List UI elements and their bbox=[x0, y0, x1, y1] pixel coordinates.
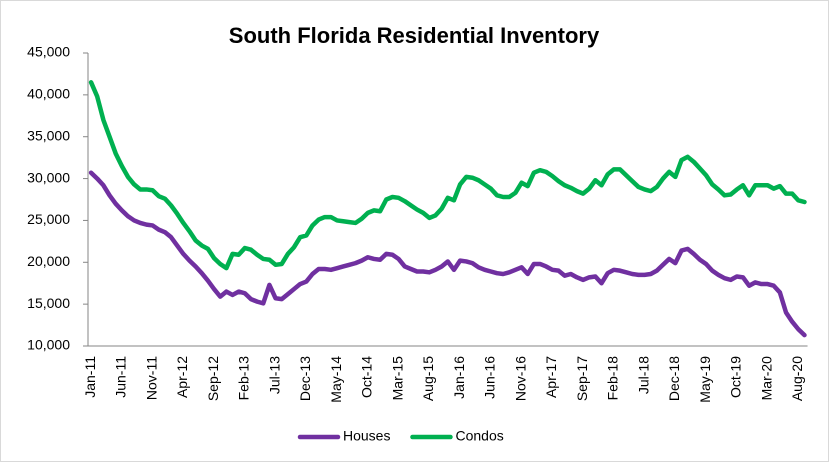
line-series bbox=[88, 170, 807, 338]
x-tick-label: Jul-18 bbox=[635, 356, 651, 394]
y-tick-label: 40,000 bbox=[27, 86, 70, 102]
legend-label: Condos bbox=[455, 428, 503, 444]
legend-label: Houses bbox=[343, 428, 390, 444]
y-tick-label: 20,000 bbox=[27, 253, 70, 269]
x-tick-label: Nov-11 bbox=[143, 356, 159, 400]
x-tick-label: Jun-11 bbox=[113, 356, 129, 398]
y-tick-label: 15,000 bbox=[27, 295, 70, 311]
x-tick-label: Jan-16 bbox=[451, 356, 467, 399]
x-tick-label: May-19 bbox=[697, 356, 713, 403]
y-tick-label: 35,000 bbox=[27, 127, 70, 143]
x-tick-label: Sep-17 bbox=[574, 356, 590, 401]
x-tick-label: Apr-12 bbox=[174, 356, 190, 398]
line-series bbox=[88, 80, 807, 271]
x-tick-label: Feb-18 bbox=[605, 356, 621, 401]
y-tick-label: 10,000 bbox=[27, 337, 70, 353]
x-tick-label: Jan-11 bbox=[82, 356, 98, 398]
x-tick-label: Oct-14 bbox=[359, 356, 375, 398]
x-tick-label: Nov-16 bbox=[512, 356, 528, 401]
x-tick-label: Feb-13 bbox=[236, 356, 252, 401]
x-tick-label: Jun-16 bbox=[482, 356, 498, 399]
x-tick-label: Aug-20 bbox=[789, 356, 805, 401]
x-tick-label: Sep-12 bbox=[205, 356, 221, 401]
x-tick-label: Apr-17 bbox=[543, 356, 559, 398]
y-tick-label: 30,000 bbox=[27, 169, 70, 185]
x-tick-label: Mar-20 bbox=[758, 356, 774, 401]
chart-title: South Florida Residential Inventory bbox=[229, 23, 600, 48]
y-tick-label: 45,000 bbox=[27, 44, 70, 60]
x-tick-label: Mar-15 bbox=[389, 356, 405, 401]
y-tick-label: 25,000 bbox=[27, 211, 70, 227]
x-tick-label: Jul-13 bbox=[266, 356, 282, 394]
x-tick-label: Dec-13 bbox=[297, 356, 313, 401]
x-tick-label: Aug-15 bbox=[420, 356, 436, 401]
x-tick-label: Oct-19 bbox=[728, 356, 744, 398]
x-tick-label: Dec-18 bbox=[666, 356, 682, 401]
x-tick-label: May-14 bbox=[328, 356, 344, 403]
